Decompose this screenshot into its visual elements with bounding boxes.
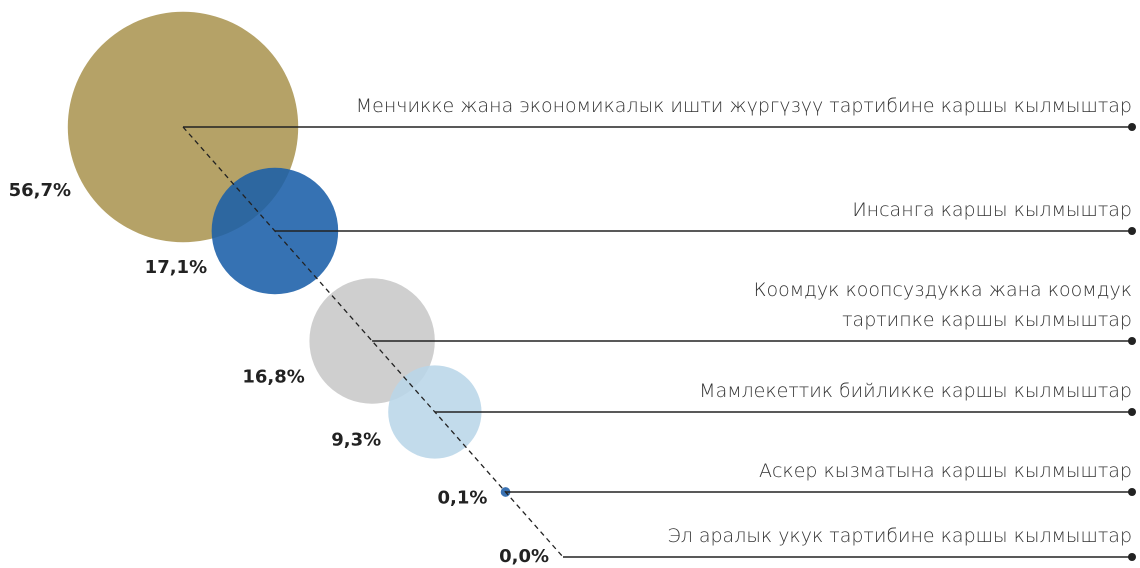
leader-dot: [1128, 337, 1136, 345]
leader-dot: [1128, 227, 1136, 235]
category-label: Инсанга каршы кылмыштар: [852, 199, 1132, 221]
leader-dot: [1128, 488, 1136, 496]
value-label: 0,1%: [438, 488, 488, 509]
leader-dot: [1128, 123, 1136, 131]
value-label: 16,8%: [242, 367, 304, 388]
category-label: Эл аралык укук тартибине каршы кылмыштар: [667, 525, 1132, 547]
value-label: 56,7%: [9, 180, 71, 201]
leader-dot: [1128, 553, 1136, 561]
category-label: Мамлекеттик бийликке каршы кылмыштар: [699, 380, 1132, 402]
category-label: Коомдук коопсуздукка жана коомдук тартип…: [753, 279, 1132, 331]
value-label: 17,1%: [145, 257, 207, 278]
category-label: Аскер кызматына каршы кылмыштар: [758, 460, 1132, 482]
value-label: 9,3%: [331, 429, 381, 450]
guide-line: [182, 126, 564, 558]
value-label: 0,0%: [499, 546, 549, 567]
category-label: Менчикке жана экономикалык ишти жүргүзүү…: [355, 95, 1132, 117]
leader-dot: [1128, 408, 1136, 416]
